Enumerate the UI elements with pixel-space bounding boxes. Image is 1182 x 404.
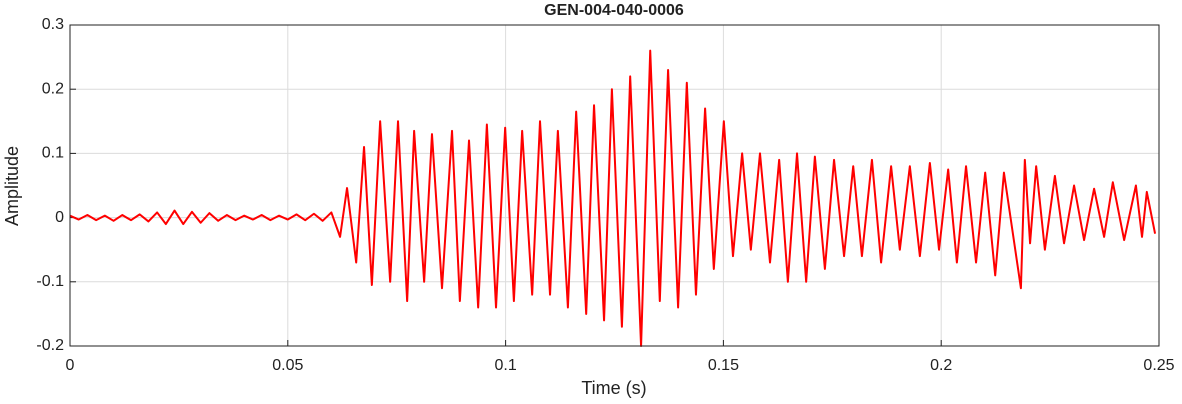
x-tick-label: 0.05 bbox=[272, 357, 303, 374]
axes-box bbox=[69, 24, 1160, 347]
y-tick-label: 0.2 bbox=[42, 80, 64, 97]
y-tick-label: 0 bbox=[55, 209, 64, 226]
series-line bbox=[69, 49, 1157, 347]
x-tick-label: 0.2 bbox=[930, 357, 952, 374]
x-tick-label: 0 bbox=[66, 357, 75, 374]
x-axis-label: Time (s) bbox=[581, 378, 646, 398]
y-tick-label: 0.1 bbox=[42, 145, 64, 162]
y-tick-label: -0.2 bbox=[36, 337, 64, 354]
plot-area bbox=[70, 25, 1159, 346]
y-axis-label: Amplitude bbox=[2, 146, 22, 226]
x-tick-label: 0.1 bbox=[494, 357, 516, 374]
x-tick-label: 0.15 bbox=[708, 357, 739, 374]
x-tick-label: 0.25 bbox=[1143, 357, 1174, 374]
chart-title: GEN-004-040-0006 bbox=[544, 2, 684, 19]
y-tick-label: 0.3 bbox=[42, 16, 64, 33]
y-tick-label: -0.1 bbox=[36, 273, 64, 290]
